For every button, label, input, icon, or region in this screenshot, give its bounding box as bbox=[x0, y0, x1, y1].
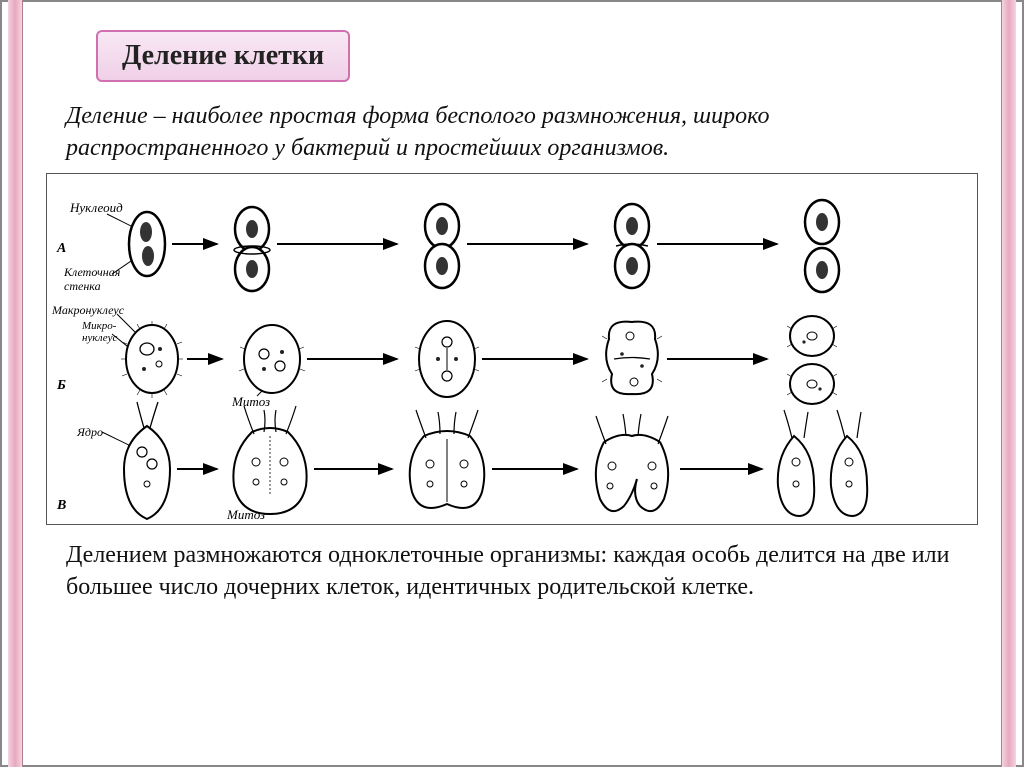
definition-text: – наиболее простая форма бесполого размн… bbox=[66, 103, 769, 161]
label-micro1: Микро- bbox=[81, 320, 117, 332]
row-a-bacteria bbox=[129, 200, 839, 292]
label-row-b: Б bbox=[56, 378, 66, 393]
row-c-flagellate: Митоз bbox=[124, 402, 867, 522]
label-yadra: Ядро bbox=[76, 425, 103, 439]
label-cellwall1: Клеточная bbox=[63, 265, 121, 279]
definition-paragraph: Деление – наиболее простая форма бесполо… bbox=[66, 100, 958, 165]
label-row-c: В bbox=[56, 498, 66, 513]
conclusion-paragraph: Делением размножаются одноклеточные орга… bbox=[66, 539, 958, 604]
conclusion-text: Делением размножаются одноклеточные орга… bbox=[66, 542, 949, 600]
label-row-a: А bbox=[56, 241, 66, 256]
row-b-ciliate: Митоз bbox=[121, 316, 837, 409]
section-title: Деление клетки bbox=[122, 40, 324, 71]
label-macronucleus: Макронуклеус bbox=[51, 303, 125, 317]
term: Деление bbox=[66, 103, 148, 129]
section-title-box: Деление клетки bbox=[96, 30, 350, 82]
label-mitosis-b1: Митоз bbox=[231, 394, 270, 409]
division-diagram: Нуклеоид А Клеточная стенка Макронуклеус… bbox=[46, 173, 978, 525]
label-cellwall2: стенка bbox=[64, 279, 101, 293]
label-nucleoid: Нуклеоид bbox=[69, 200, 123, 215]
